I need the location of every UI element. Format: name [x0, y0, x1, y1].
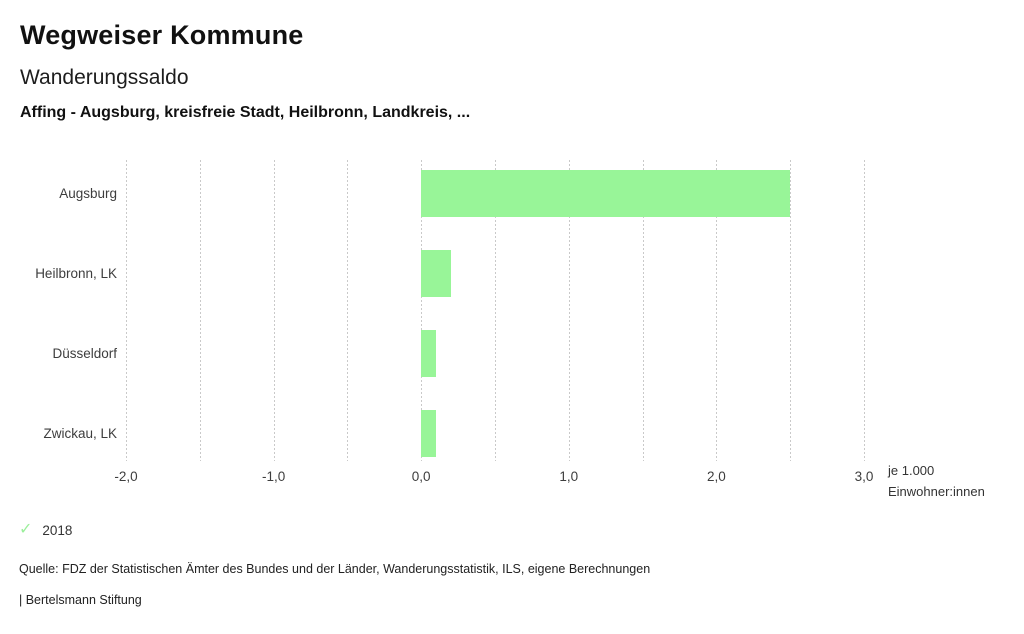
category-label: Augsburg — [59, 185, 117, 201]
grid-line — [200, 160, 201, 461]
checkmark-icon: ✓ — [19, 521, 33, 538]
bar-zwickau-lk[interactable] — [421, 410, 436, 457]
selected-municipalities-line: Affing - Augsburg, kreisfreie Stadt, Hei… — [20, 104, 471, 121]
brand-line: | Bertelsmann Stiftung — [19, 593, 142, 607]
x-tick-label: 2,0 — [707, 469, 726, 484]
chart-title: Wanderungssaldo — [20, 66, 189, 89]
plot-area — [126, 160, 865, 461]
category-label: Zwickau, LK — [43, 425, 117, 441]
bar-augsburg[interactable] — [421, 170, 791, 217]
bar-d-sseldorf[interactable] — [421, 330, 436, 377]
grid-line — [643, 160, 644, 461]
x-tick-label: 1,0 — [559, 469, 579, 484]
migration-balance-bar-chart: Augsburg Heilbronn, LK Düsseldorf Zwickau, … — [0, 160, 1024, 505]
grid-line — [864, 160, 865, 461]
category-label: Heilbronn, LK — [35, 265, 117, 281]
legend-item-2018[interactable]: ✓ 2018 — [19, 522, 72, 538]
x-tick-label: -2,0 — [114, 469, 138, 484]
x-tick-label: 0,0 — [411, 469, 431, 484]
grid-line — [421, 160, 422, 461]
legend-year-label: 2018 — [42, 522, 73, 538]
grid-line — [716, 160, 717, 461]
grid-line — [274, 160, 275, 461]
x-tick-label: 3,0 — [854, 469, 874, 484]
axis-unit-line1: je 1.000 — [888, 463, 935, 478]
category-label: Düsseldorf — [52, 345, 117, 361]
grid-line — [790, 160, 791, 461]
grid-line — [126, 160, 127, 461]
x-tick-label: -1,0 — [261, 469, 286, 484]
source-line: Quelle: FDZ der Statistischen Ämter des … — [19, 562, 651, 576]
bar-heilbronn-lk[interactable] — [421, 250, 451, 297]
axis-unit-label: je 1.000 Einwohner:innen — [888, 460, 985, 502]
page-title: Wegweiser Kommune — [20, 20, 304, 50]
grid-line — [347, 160, 348, 461]
axis-unit-line2: Einwohner:innen — [888, 484, 985, 499]
grid-line — [495, 160, 496, 461]
grid-line — [569, 160, 570, 461]
